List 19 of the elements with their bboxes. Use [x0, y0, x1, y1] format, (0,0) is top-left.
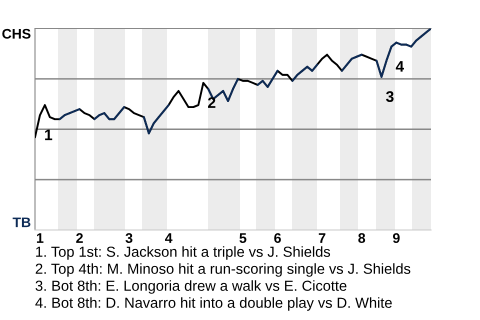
annotation: 4 — [396, 61, 404, 72]
x-tick-label: 1 — [36, 233, 44, 243]
x-tick-label: 5 — [239, 233, 246, 243]
x-tick-label: 8 — [358, 233, 366, 243]
x-tick-label: 4 — [165, 233, 172, 243]
x-tick-label: 7 — [318, 233, 326, 243]
annotation: 3 — [386, 91, 394, 102]
text: CHS — [2, 28, 30, 39]
x-tick-label: 9 — [392, 233, 400, 243]
text: 3. Bot 8th: E. Longoria drew a walk vs E. Cicotte — [36, 280, 346, 294]
text: 4. Bot 8th: D. Navarro hit into a double play vs D. White — [35, 297, 392, 311]
x-tick-label: 6 — [274, 233, 281, 243]
x-tick-label: 2 — [76, 233, 83, 243]
text: 1. Top 1st: S. Jackson hit a triple vs J. Shields — [36, 246, 330, 260]
x-tick-label: 3 — [126, 233, 132, 243]
annotation: 1 — [45, 130, 52, 140]
text: TB — [12, 218, 30, 228]
annotation: 2 — [208, 97, 216, 108]
text: 2. Top 4th: M. Minoso hit a run-scoring single vs J. Shields — [36, 263, 410, 277]
